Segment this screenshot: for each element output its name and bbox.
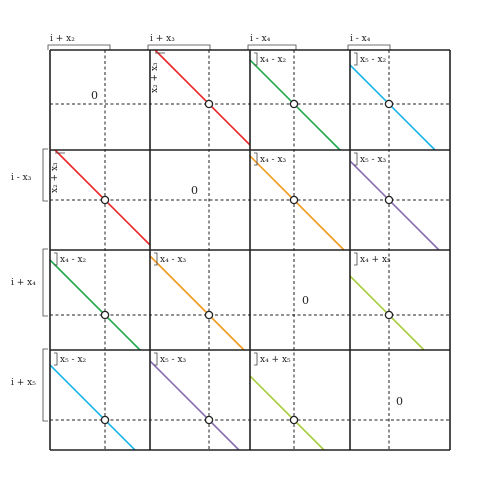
cell-label-r3-c0: x₅ - x₂: [60, 355, 87, 365]
cell-label-r1-c0: x₂ + x₃: [50, 162, 60, 193]
zero-label-2: 0: [191, 184, 198, 197]
cell-label-r1-c2: x₄ - x₃: [260, 155, 287, 165]
diagonal-line-r2-c0: [49, 259, 141, 351]
cell-label-r0-c2: x₄ - x₂: [260, 55, 287, 65]
column-bracket-4: [347, 44, 391, 50]
cell-label-bracket-r3-c0: [54, 352, 58, 366]
column-header-1: i + x₂: [50, 34, 75, 44]
row-header-4: i + x₅: [11, 378, 36, 388]
column-bracket-3: [247, 44, 297, 50]
row-header-2: i - x₃: [11, 173, 32, 183]
cell-label-bracket-r3-c2: [254, 352, 258, 366]
cell-label-bracket-r1-c3: [354, 152, 358, 166]
zero-label-3: 0: [302, 294, 309, 307]
row-bracket-4: [42, 348, 48, 422]
node-r1-c0: [100, 195, 110, 205]
node-r3-c2: [289, 415, 299, 425]
diagonal-line-r3-c1: [149, 360, 240, 451]
cell-label-r2-c1: x₄ - x₃: [160, 255, 187, 265]
node-r2-c1: [204, 310, 214, 320]
diagonal-line-r3-c0: [49, 364, 136, 451]
matrix-grid: [49, 49, 451, 451]
column-header-3: i - x₄: [250, 34, 271, 44]
cell-label-bracket-r2-c3: [354, 252, 358, 266]
row-header-3: i + x₄: [11, 278, 36, 288]
cell-label-r1-c3: x₅ - x₃: [360, 155, 387, 165]
row-bracket-2: [42, 148, 48, 202]
diagonal-line-r0-c1: [154, 49, 251, 146]
node-r3-c1: [204, 415, 214, 425]
column-bracket-1: [47, 44, 111, 50]
node-r0-c1: [204, 99, 214, 109]
node-r1-c2: [289, 195, 299, 205]
cell-label-bracket-r0-c2: [254, 52, 258, 66]
cell-label-r2-c0: x₄ - x₂: [60, 255, 87, 265]
cell-label-bracket-r2-c1: [154, 252, 158, 266]
cell-label-bracket-r2-c0: [54, 252, 58, 266]
cell-labels: x₂ + x₃ x₄ - x₂ x₅ - x₂ x₂ + x₃ x₄ - x₃ x₅ - …: [50, 52, 391, 366]
diagonal-line-r2-c1: [149, 255, 245, 351]
node-r0-c3: [384, 99, 394, 109]
zero-label-4: 0: [396, 395, 403, 408]
node-r3-c0: [100, 415, 110, 425]
cell-label-bracket-r3-c1: [154, 352, 158, 366]
cell-label-r0-c1: x₂ + x₃: [150, 62, 160, 93]
row-bracket-3: [42, 248, 48, 317]
cell-label-bracket-r1-c2: [254, 152, 258, 166]
node-r1-c3: [384, 195, 394, 205]
cell-label-r3-c1: x₅ - x₃: [160, 355, 187, 365]
cell-label-r0-c3: x₅ - x₂: [360, 55, 387, 65]
column-header-4: i - x₄: [350, 34, 371, 44]
column-bracket-2: [147, 44, 211, 50]
column-header-2: i + x₃: [150, 34, 175, 44]
node-r2-c3: [384, 310, 394, 320]
cell-label-r3-c2: x₄ + x₅: [260, 355, 291, 365]
diagonal-line-r3-c2: [249, 375, 325, 451]
node-r0-c2: [289, 99, 299, 109]
cell-label-bracket-r0-c3: [354, 52, 358, 66]
zero-label-1: 0: [91, 89, 98, 102]
node-r2-c0: [100, 310, 110, 320]
diagonal-line-r0-c3: [349, 64, 436, 151]
cell-label-r2-c3: x₄ + x₅: [360, 255, 391, 265]
diagonal-line-r1-c3: [349, 160, 440, 251]
intersection-nodes: [100, 99, 394, 425]
